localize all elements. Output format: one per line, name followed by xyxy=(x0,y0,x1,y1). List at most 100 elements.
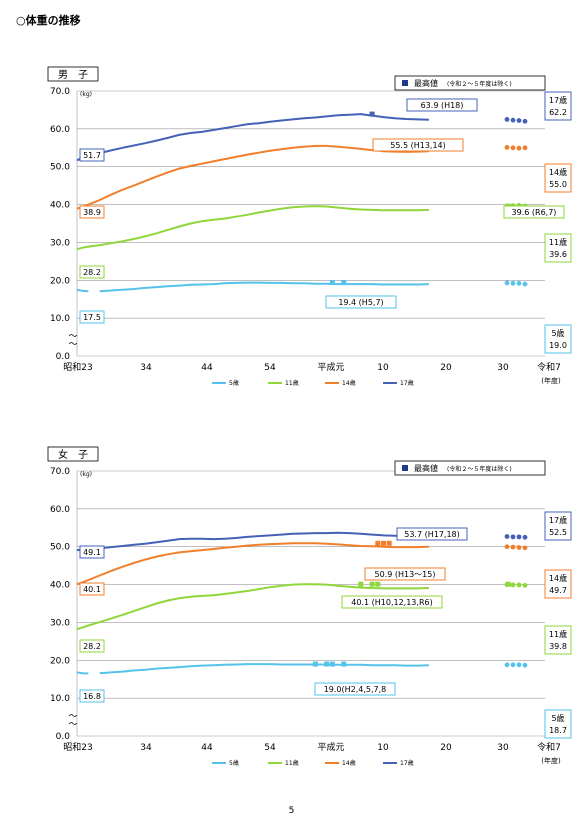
max-legend-text: 最高値 xyxy=(414,78,438,88)
female-weight-chart: 女 子 0.0 10.0 20.0 30.0 40.0 50.0 60.0 70.0 (kg) ～～… xyxy=(0,440,583,800)
series-line-17歳 xyxy=(76,531,429,552)
max-marker-11歳 xyxy=(358,581,364,587)
legend-label-5歳: 5歳 xyxy=(229,379,239,387)
max-marker-5歳 xyxy=(329,661,335,667)
reiwa-point-5歳 xyxy=(516,280,522,286)
end-label-box-11歳 xyxy=(544,233,572,263)
max-marker-11歳 xyxy=(375,581,381,587)
series-line-11歳 xyxy=(76,205,429,251)
y-tick-label: 40.0 xyxy=(50,201,70,211)
legend-label-14歳: 14歳 xyxy=(342,759,356,767)
x-tick-label: 20 xyxy=(440,363,452,373)
reiwa-point-5歳 xyxy=(522,662,528,668)
start-label-box-5歳 xyxy=(79,689,105,703)
start-label-box-14歳 xyxy=(79,205,105,219)
series-line-5歳 xyxy=(76,288,89,293)
legend-label-11歳: 11歳 xyxy=(285,379,299,387)
axis-break-mark: ～ xyxy=(68,332,77,342)
reiwa-point-5歳 xyxy=(504,280,510,286)
start-label-5歳: 16.8 xyxy=(83,692,101,701)
max-marker-5歳 xyxy=(324,661,330,667)
end-label-box-14歳 xyxy=(544,569,572,599)
max-label-11歳: 40.1 (H10,12,13,R6) xyxy=(351,598,432,607)
start-label-11歳: 28.2 xyxy=(83,642,101,651)
panel-title: 女 子 xyxy=(58,448,88,461)
max-label-14歳: 55.5 (H13,14) xyxy=(390,141,446,150)
x-tick-label: 令和7 xyxy=(537,361,561,373)
reiwa-point-17歳 xyxy=(516,534,522,540)
x-tick-label: 30 xyxy=(497,743,509,753)
y-tick-label: 50.0 xyxy=(50,543,70,553)
series-line-5歳 xyxy=(99,663,429,675)
reiwa-point-11歳 xyxy=(522,582,528,588)
series-line-5歳 xyxy=(99,281,429,293)
end-label-age-14歳: 14歳 xyxy=(549,167,567,177)
end-label-value-11歳: 39.6 xyxy=(549,250,567,259)
y-unit-label: (kg) xyxy=(80,471,92,478)
reiwa-point-14歳 xyxy=(510,544,516,550)
start-label-box-11歳 xyxy=(79,639,105,653)
end-label-value-5歳: 19.0 xyxy=(549,341,567,350)
max-marker-5歳 xyxy=(341,280,347,286)
start-label-box-14歳 xyxy=(79,582,105,596)
end-label-age-17歳: 17歳 xyxy=(549,95,567,105)
start-label-box-17歳 xyxy=(79,545,105,559)
end-label-box-11歳 xyxy=(544,625,572,655)
y-tick-label: 0.0 xyxy=(56,352,71,362)
reiwa-point-11歳 xyxy=(510,582,516,588)
reiwa-point-5歳 xyxy=(510,662,516,668)
max-label-box-17歳 xyxy=(406,98,478,112)
reiwa-point-17歳 xyxy=(510,117,516,123)
max-legend-note: (令和２～５年度は除く) xyxy=(447,465,512,473)
reiwa-point-14歳 xyxy=(522,145,528,151)
x-tick-label: 20 xyxy=(440,743,452,753)
y-tick-label: 30.0 xyxy=(50,618,70,628)
y-tick-label: 10.0 xyxy=(50,314,70,324)
panel-title-box xyxy=(47,66,99,82)
y-tick-label: 70.0 xyxy=(50,87,70,97)
start-label-14歳: 38.9 xyxy=(83,208,101,217)
max-label-box-5歳 xyxy=(325,295,397,309)
max-marker-14歳 xyxy=(386,540,392,546)
y-tick-label: 20.0 xyxy=(50,656,70,666)
reiwa-point-17歳 xyxy=(504,534,510,539)
reiwa-point-17歳 xyxy=(522,534,528,540)
start-label-5歳: 17.5 xyxy=(83,313,101,322)
series-line-11歳 xyxy=(76,583,429,631)
page-heading: ○体重の推移 xyxy=(16,14,81,27)
reiwa-point-17歳 xyxy=(504,116,510,122)
start-label-14歳: 40.1 xyxy=(83,585,101,594)
end-label-value-11歳: 39.8 xyxy=(549,642,567,651)
end-label-box-5歳 xyxy=(544,324,572,354)
end-label-value-14歳: 49.7 xyxy=(549,586,567,595)
max-legend-note: (令和２～５年度は除く) xyxy=(447,80,512,88)
end-label-value-17歳: 52.5 xyxy=(549,528,567,537)
panel-title-box xyxy=(47,446,99,462)
end-label-age-14歳: 14歳 xyxy=(549,573,567,583)
x-tick-label: 10 xyxy=(377,363,389,373)
reiwa-point-14歳 xyxy=(504,145,510,150)
max-label-17歳: 53.7 (H17,18) xyxy=(404,530,460,539)
x-tick-label: 44 xyxy=(201,743,213,753)
max-label-box-11歳 xyxy=(341,595,443,609)
end-label-value-17歳: 62.2 xyxy=(549,108,567,117)
x-tick-label: 54 xyxy=(264,743,276,753)
end-label-box-5歳 xyxy=(544,709,572,739)
start-label-11歳: 28.2 xyxy=(83,268,101,277)
end-label-age-11歳: 11歳 xyxy=(549,237,567,247)
x-tick-label: 令和7 xyxy=(537,741,561,753)
x-tick-label: 34 xyxy=(140,363,152,373)
legend-label-11歳: 11歳 xyxy=(285,759,299,767)
legend-label-17歳: 17歳 xyxy=(400,759,414,767)
start-label-17歳: 51.7 xyxy=(83,151,101,160)
reiwa-point-17歳 xyxy=(510,534,516,540)
reiwa-point-14歳 xyxy=(516,145,522,151)
max-label-14歳: 50.9 (H13～15) xyxy=(375,570,436,579)
max-marker-11歳 xyxy=(369,581,375,587)
max-marker-17歳 xyxy=(369,111,375,117)
x-tick-label: 44 xyxy=(201,363,213,373)
reiwa-point-11歳 xyxy=(516,582,522,588)
max-label-box-14歳 xyxy=(364,567,446,581)
legend-label-5歳: 5歳 xyxy=(229,759,239,767)
y-unit-label: (kg) xyxy=(80,91,92,98)
